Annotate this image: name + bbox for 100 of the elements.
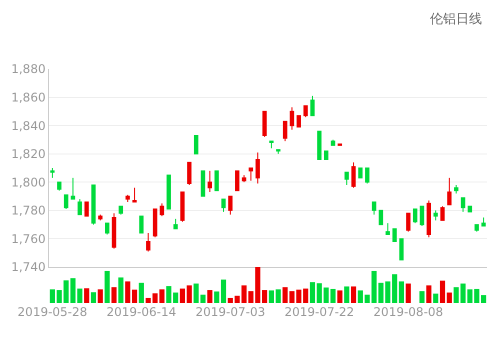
bar: [214, 291, 220, 303]
candlestick: [194, 134, 198, 154]
candlestick: [447, 177, 452, 206]
candlestick: [317, 130, 322, 160]
candlestick: [310, 95, 315, 116]
y-tick-label: 1,860: [11, 90, 46, 104]
candlestick: [372, 201, 376, 216]
candlestick: [105, 222, 110, 235]
candlestick: [282, 120, 288, 142]
y-tick-label: 1,740: [11, 260, 46, 274]
candlestick: [290, 106, 294, 130]
candlestick: [358, 168, 363, 178]
bar: [406, 284, 411, 303]
candlestick: [262, 110, 267, 138]
candlestick: [303, 105, 308, 118]
candlestick: [296, 115, 301, 128]
candlestick: [324, 150, 328, 160]
x-tick-label: 2019-05-28: [18, 305, 88, 319]
candlestick: [434, 210, 438, 221]
candlestick: [235, 170, 240, 192]
bar: [118, 277, 124, 303]
bar: [104, 270, 110, 303]
bar: [433, 294, 438, 303]
bar: [207, 290, 212, 303]
candlestick: [454, 184, 458, 194]
bar: [220, 280, 226, 303]
candlestick: [214, 170, 219, 192]
candlestick: [412, 208, 418, 224]
candlestick: [399, 238, 404, 260]
candlestick: [118, 206, 124, 216]
candlestick: [57, 182, 62, 192]
bar: [138, 282, 144, 303]
x-tick-label: 2019-08-08: [373, 305, 444, 319]
bar: [337, 290, 342, 303]
candlestick: [180, 192, 185, 222]
candlestick: [200, 170, 206, 197]
bar: [98, 289, 103, 303]
candlestick: [91, 184, 96, 226]
candlestick: [166, 174, 171, 210]
bar: [159, 289, 164, 303]
bar: [350, 286, 356, 303]
x-tick-label: 2019-07-22: [284, 305, 354, 319]
bar: [419, 291, 425, 303]
candlestick: [420, 206, 424, 226]
candlestick: [70, 177, 76, 200]
candlestick: [460, 197, 466, 212]
bar: [426, 285, 432, 303]
candlestick: [221, 198, 226, 212]
candlestick: [392, 228, 397, 242]
y-tick-label: 1,840: [11, 118, 46, 133]
y-tick-label: 1,760: [11, 232, 46, 246]
chart-title: 伦铝日线: [430, 12, 482, 27]
candlestick: [242, 174, 246, 183]
candlestick: [64, 194, 68, 210]
candlestick: [474, 224, 479, 232]
bar: [282, 287, 288, 303]
candlestick: [112, 212, 116, 250]
bar: [398, 281, 404, 303]
candlestick: [481, 217, 486, 226]
x-tick-label: 2019-06-14: [106, 305, 176, 319]
bar: [111, 287, 117, 303]
candlestick: [208, 170, 212, 193]
candlestick: [406, 212, 410, 232]
candlestick: [440, 206, 445, 221]
y-tick-label: 1,880: [11, 62, 46, 76]
candlestick: [50, 168, 55, 178]
candlestick: [378, 210, 384, 226]
candlestick: [132, 187, 137, 202]
bar: [344, 286, 350, 303]
candlestick: [468, 206, 472, 212]
candlestick: [386, 222, 390, 235]
x-tick-label: 2019-07-03: [195, 305, 266, 319]
bar: [84, 288, 90, 303]
candlestick: [78, 198, 82, 216]
y-tick-label: 1,780: [11, 204, 46, 218]
candlestick: [146, 232, 150, 252]
candlestick: [351, 162, 356, 188]
candlestick: [160, 202, 164, 217]
candlestick: [173, 218, 178, 230]
bar: [310, 282, 316, 303]
candlestick: [426, 200, 431, 238]
candlestick: [126, 194, 130, 202]
candlestick: [248, 168, 254, 182]
candlestick: [139, 216, 144, 234]
candlestick: [228, 196, 233, 216]
candlestick: [330, 139, 336, 146]
candlestick: [84, 201, 89, 217]
bar: [330, 288, 336, 303]
candlestick: [187, 162, 192, 186]
candlestick: [152, 208, 158, 238]
candlestick: [98, 214, 102, 221]
candlestick: [256, 152, 260, 184]
candlestick: [344, 172, 349, 186]
candlestick: [338, 143, 342, 146]
candlestick: [276, 149, 280, 154]
bar: [194, 284, 199, 303]
bar: [446, 292, 452, 303]
candlestick: [269, 140, 274, 149]
candlestick: [365, 168, 370, 184]
y-tick-label: 1,820: [11, 147, 46, 162]
